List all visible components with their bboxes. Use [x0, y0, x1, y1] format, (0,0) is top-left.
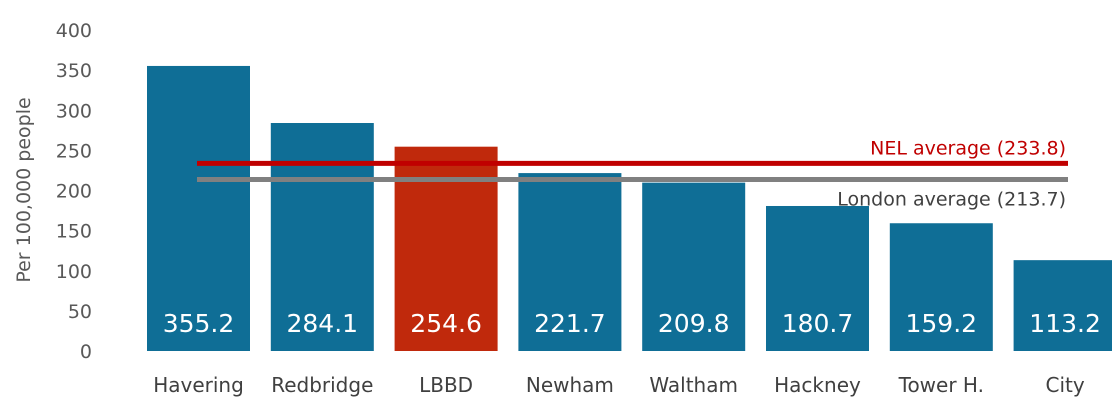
- value-label: 284.1: [287, 309, 359, 338]
- value-label: 355.2: [163, 309, 235, 338]
- london-average-label: London average (213.7): [837, 189, 1066, 211]
- bar-tower-h: [889, 223, 993, 351]
- value-label: 180.7: [782, 309, 854, 338]
- value-label: 254.6: [410, 309, 482, 338]
- y-axis-title-text: Per 100,000 people: [13, 97, 35, 282]
- category-labels: Havering Redbridge LBBD Newham Waltham Hackne…: [153, 373, 1085, 397]
- category-label: Hackney: [774, 373, 861, 397]
- category-label: Havering: [153, 373, 244, 397]
- nel-average-label: NEL average (233.8): [870, 137, 1066, 159]
- bar-hackney: [766, 205, 869, 351]
- bar-waltham: [642, 182, 746, 351]
- y-tick-label: 350: [56, 60, 92, 82]
- reference-lines: NEL average (233.8) London average (213.7…: [197, 137, 1068, 211]
- y-tick-label: 300: [56, 100, 92, 122]
- y-tick-label: 150: [56, 221, 92, 243]
- category-label: Redbridge: [271, 373, 373, 397]
- y-tick-label: 250: [56, 140, 92, 162]
- category-label: LBBD: [419, 373, 473, 397]
- y-tick-label: 0: [80, 341, 92, 363]
- value-label: 221.7: [534, 309, 606, 338]
- value-label: 209.8: [658, 309, 730, 338]
- y-tick-label: 100: [56, 261, 92, 283]
- category-label: Waltham: [649, 373, 738, 397]
- y-tick-label: 400: [56, 20, 92, 42]
- y-tick-label: 200: [56, 181, 92, 203]
- y-tick-label: 50: [68, 301, 92, 323]
- y-axis-title: Per 100,000 people: [13, 97, 35, 282]
- category-label: City: [1045, 373, 1084, 397]
- category-label: Tower H.: [898, 373, 984, 397]
- value-labels: 355.2 284.1 254.6 221.7 209.8 180.7 159.2 113.2: [163, 309, 1101, 338]
- value-label: 159.2: [906, 309, 978, 338]
- y-axis-ticks: 0 50 100 150 200 250 300 350 400: [56, 20, 92, 363]
- bar-newham: [518, 173, 622, 351]
- bar-city: [1013, 260, 1112, 351]
- bar-havering: [147, 65, 250, 352]
- value-label: 113.2: [1029, 309, 1101, 338]
- category-label: Newham: [526, 373, 614, 397]
